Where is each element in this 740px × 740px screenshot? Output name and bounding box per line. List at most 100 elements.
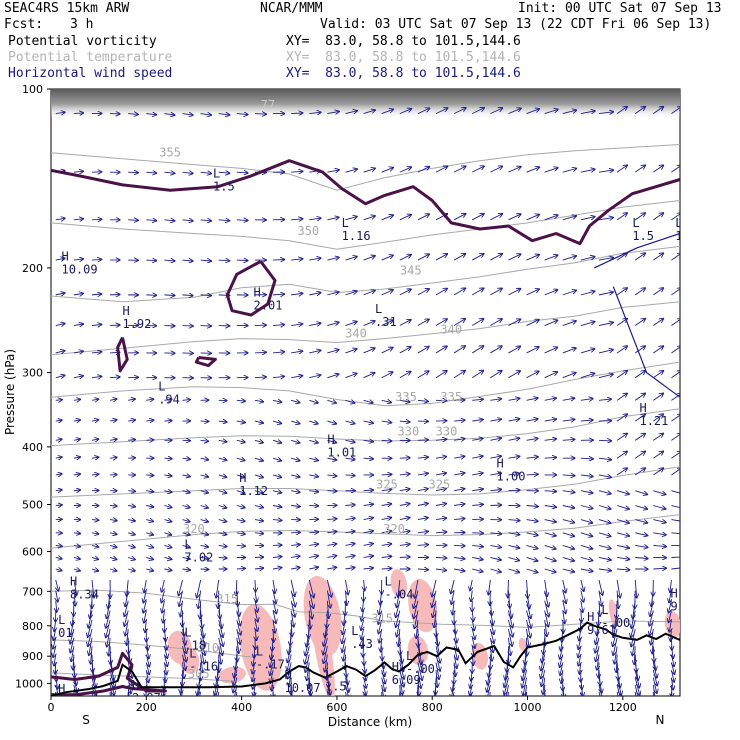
wind-vector <box>218 628 223 646</box>
wind-vector <box>309 375 320 378</box>
wind-vector <box>472 346 483 354</box>
wind-vector <box>73 457 80 458</box>
field-wind-xy: XY= 83.0, 58.8 to 101.5,144.6 <box>286 66 521 81</box>
wind-vector <box>580 111 595 114</box>
wind-vector <box>146 646 148 658</box>
pv-high-marker: H <box>70 575 77 589</box>
wind-vector <box>381 556 392 557</box>
wind-vector <box>544 557 556 560</box>
wind-vector <box>236 520 245 522</box>
wind-vector <box>580 322 595 326</box>
wind-vector <box>490 505 501 506</box>
wind-vector <box>146 662 149 674</box>
wind-vector <box>508 319 520 326</box>
pv-high-marker: H <box>58 682 65 696</box>
wind-vector <box>55 351 65 353</box>
wind-vector <box>615 610 618 628</box>
wind-vector <box>70 637 75 653</box>
wind-vector <box>164 569 171 570</box>
wind-vector <box>200 295 211 296</box>
wind-vector <box>598 532 611 536</box>
wind-vector <box>55 439 62 440</box>
wind-vector <box>273 628 274 642</box>
wind-vector <box>164 662 166 674</box>
pv-low-marker: L <box>189 647 196 661</box>
wind-vector <box>634 394 645 401</box>
wind-vector <box>508 347 520 354</box>
wind-vector <box>345 374 356 379</box>
wind-vector <box>524 684 528 696</box>
wind-vector <box>128 420 135 421</box>
wind-vector <box>490 319 501 326</box>
wind-vector <box>399 400 410 402</box>
wind-vector <box>182 326 193 327</box>
wind-vector <box>91 520 98 521</box>
y-tick-label: 500 <box>22 498 43 511</box>
wind-vector <box>218 440 227 441</box>
theta-label: 350 <box>297 224 319 238</box>
wind-vector <box>254 475 263 477</box>
wind-vector <box>91 259 101 260</box>
wind-vector <box>290 590 295 607</box>
wind-vector <box>472 438 482 440</box>
wind-vector <box>598 112 613 114</box>
wind-vector <box>164 628 165 641</box>
wind-vector <box>671 468 680 476</box>
wind-vector <box>598 490 611 494</box>
wind-vector <box>73 439 80 440</box>
wind-vector <box>379 600 382 614</box>
wind-vector <box>562 110 576 115</box>
wind-vector <box>164 557 171 559</box>
wind-vector <box>363 518 373 520</box>
wind-vector <box>399 557 410 558</box>
wind-vector <box>236 400 245 401</box>
pv-extremum-value: 2.97 <box>132 691 161 705</box>
wind-vector <box>128 646 130 662</box>
wind-vector <box>435 662 439 679</box>
wind-vector <box>381 474 392 475</box>
wind-vector <box>435 289 447 296</box>
wind-vector <box>652 684 656 696</box>
wind-vector <box>522 670 527 687</box>
wind-vector <box>291 421 299 424</box>
wind-vector <box>291 376 302 378</box>
wind-vector <box>544 215 558 221</box>
wind-vector <box>653 505 665 509</box>
wind-vector <box>345 400 354 403</box>
wind-vector <box>73 557 80 559</box>
wind-vector <box>164 646 167 658</box>
wind-vector <box>291 171 302 172</box>
wind-vector <box>53 628 55 640</box>
wind-vector <box>671 371 680 379</box>
wind-vector <box>432 579 437 596</box>
wind-vector <box>91 569 98 571</box>
wind-vector <box>454 628 457 642</box>
pv-low-marker: L <box>632 216 639 230</box>
pv-extremum-value: 1.5 <box>213 180 235 194</box>
wind-vector <box>454 662 455 676</box>
wind-vector <box>487 684 491 696</box>
wind-vector <box>379 619 383 633</box>
wind-vector <box>671 662 674 674</box>
wind-vector <box>270 670 273 683</box>
wind-vector <box>472 288 483 296</box>
wind-vector <box>273 610 276 624</box>
wind-vector <box>381 518 391 520</box>
x-tick-label: 1200 <box>609 701 637 714</box>
pv-extremum-value: 9.15 <box>670 599 699 613</box>
wind-vector <box>562 256 576 261</box>
wind-vector <box>526 398 538 400</box>
wind-vector <box>472 254 483 261</box>
wind-vector <box>345 475 354 476</box>
wind-vector <box>182 520 190 522</box>
wind-vector <box>634 213 645 221</box>
wind-vector <box>436 628 438 646</box>
wind-vector <box>616 414 627 422</box>
wind-vector <box>218 421 227 422</box>
wind-vector <box>650 600 654 616</box>
wind-vector <box>381 255 393 261</box>
wind-vector <box>200 533 208 535</box>
wind-vector <box>55 474 62 475</box>
wind-vector <box>523 654 528 672</box>
wind-vector <box>378 610 383 624</box>
